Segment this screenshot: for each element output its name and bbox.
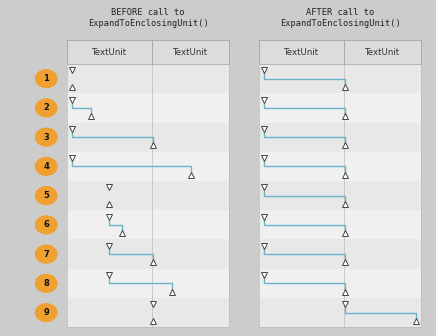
Bar bbox=[67, 64, 229, 327]
Text: TextUnit: TextUnit bbox=[173, 48, 208, 56]
Bar bbox=[67, 93, 229, 123]
Bar bbox=[67, 210, 229, 240]
Circle shape bbox=[35, 158, 57, 175]
Text: 4: 4 bbox=[43, 162, 49, 171]
Bar bbox=[259, 123, 421, 152]
Bar bbox=[259, 298, 421, 327]
Text: BEFORE call to
ExpandToEnclosingUnit(): BEFORE call to ExpandToEnclosingUnit() bbox=[88, 8, 208, 29]
Bar bbox=[259, 40, 421, 64]
Circle shape bbox=[35, 275, 57, 292]
Bar bbox=[67, 240, 229, 269]
Text: 5: 5 bbox=[43, 191, 49, 200]
Bar bbox=[259, 210, 421, 240]
Bar bbox=[67, 298, 229, 327]
Text: AFTER call to
ExpandToEnclosingUnit(): AFTER call to ExpandToEnclosingUnit() bbox=[280, 8, 400, 29]
Text: 8: 8 bbox=[43, 279, 49, 288]
Bar bbox=[259, 181, 421, 210]
Text: 1: 1 bbox=[43, 74, 49, 83]
Bar bbox=[259, 64, 421, 327]
Text: TextUnit: TextUnit bbox=[365, 48, 400, 56]
Bar bbox=[259, 64, 421, 93]
Bar bbox=[67, 123, 229, 152]
Bar bbox=[259, 152, 421, 181]
Circle shape bbox=[35, 187, 57, 205]
Circle shape bbox=[35, 70, 57, 87]
Text: 7: 7 bbox=[43, 250, 49, 259]
Bar bbox=[259, 269, 421, 298]
Text: TextUnit: TextUnit bbox=[92, 48, 127, 56]
Bar bbox=[67, 40, 229, 64]
Text: TextUnit: TextUnit bbox=[284, 48, 319, 56]
Bar bbox=[67, 64, 229, 93]
Bar bbox=[67, 152, 229, 181]
Text: 2: 2 bbox=[43, 103, 49, 112]
Text: 3: 3 bbox=[43, 133, 49, 142]
Bar bbox=[259, 93, 421, 123]
Bar bbox=[67, 181, 229, 210]
Circle shape bbox=[35, 245, 57, 263]
Circle shape bbox=[35, 128, 57, 146]
Circle shape bbox=[35, 304, 57, 322]
Circle shape bbox=[35, 99, 57, 117]
Text: 6: 6 bbox=[43, 220, 49, 229]
Circle shape bbox=[35, 216, 57, 234]
Bar bbox=[259, 240, 421, 269]
Text: 9: 9 bbox=[43, 308, 49, 317]
Bar bbox=[67, 269, 229, 298]
